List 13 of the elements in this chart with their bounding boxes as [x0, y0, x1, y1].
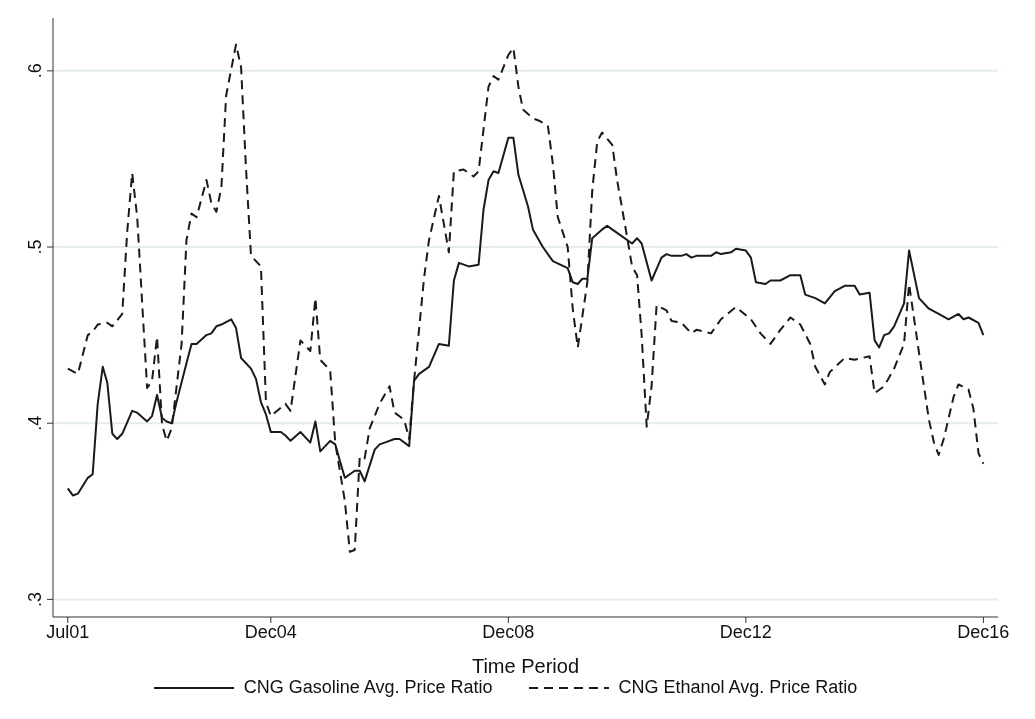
x-tick-label: Dec16: [957, 621, 1010, 642]
x-tick-label: Dec04: [244, 621, 297, 642]
x-axis-title: Time Period: [471, 655, 580, 677]
line-series: [66, 43, 985, 553]
y-tick-label: .3: [25, 591, 45, 607]
y-tick-label: .6: [25, 63, 45, 79]
y-tick-label: .4: [25, 415, 45, 431]
legend-label: CNG Gasoline Avg. Price Ratio: [243, 677, 493, 698]
x-tick-label: Dec12: [719, 621, 772, 642]
legend-label: CNG Ethanol Avg. Price Ratio: [618, 677, 858, 698]
x-tick-label: Dec08: [482, 621, 535, 642]
x-tick-label: Jul01: [46, 621, 90, 642]
y-tick-label: .5: [25, 239, 45, 255]
